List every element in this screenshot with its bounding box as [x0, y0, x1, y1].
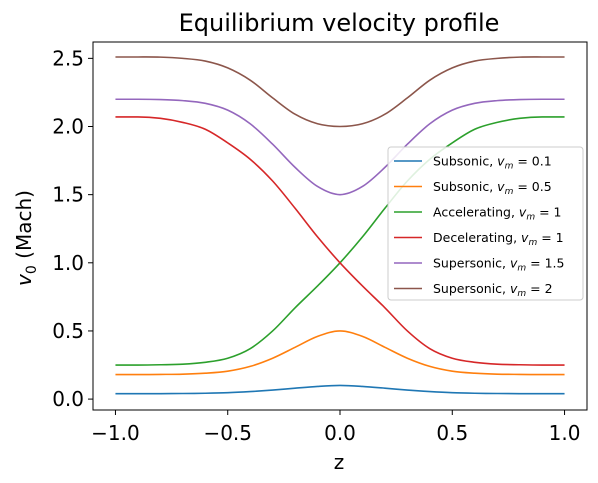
x-axis-label: z — [334, 450, 345, 474]
y-axis-label: v0 (Mach) — [12, 190, 40, 286]
x-tick-label: 0.5 — [436, 421, 468, 445]
y-tick-label: 2.0 — [52, 115, 84, 139]
y-axis-label-subscript: 0 — [24, 265, 40, 274]
y-tick-label: 1.5 — [52, 183, 84, 207]
y-tick-label: 1.0 — [52, 251, 84, 275]
y-tick-label: 2.5 — [52, 46, 84, 70]
series-group — [115, 56, 565, 395]
legend-entry-5: Supersonic, vm = 1.5 — [433, 256, 565, 274]
chart-title: Equilibrium velocity profile — [179, 9, 500, 37]
x-tick-label: −1.0 — [91, 421, 140, 445]
x-tick-label: −0.5 — [203, 421, 252, 445]
legend-entry-6: Supersonic, vm = 2 — [433, 281, 553, 299]
series-line-1 — [115, 384, 565, 395]
x-tick-label: 0.0 — [324, 421, 356, 445]
legend: Subsonic, vm = 0.1 Subsonic, vm = 0.5 Acce… — [387, 146, 584, 301]
y-axis-label-unit: (Mach) — [12, 190, 36, 265]
y-axis: 0.0 0.5 1.0 1.5 2.0 2.5 — [52, 46, 93, 411]
x-axis: −1.0 −0.5 0.0 0.5 1.0 — [91, 410, 580, 445]
legend-entry-4: Decelerating, vm = 1 — [433, 230, 564, 248]
y-tick-label: 0.5 — [52, 319, 84, 343]
y-axis-label-symbol: v — [12, 273, 36, 286]
legend-entry-2: Subsonic, vm = 0.5 — [433, 179, 552, 197]
x-tick-label: 1.0 — [549, 421, 581, 445]
series-line-6 — [115, 56, 565, 128]
legend-entry-3: Accelerating, vm = 1 — [433, 205, 561, 223]
series-line-4 — [115, 116, 565, 366]
y-tick-label: 0.0 — [52, 387, 84, 411]
legend-box — [387, 146, 584, 301]
legend-entry-1: Subsonic, vm = 0.1 — [433, 154, 552, 172]
series-line-5 — [115, 98, 565, 196]
series-line-2 — [115, 330, 565, 376]
